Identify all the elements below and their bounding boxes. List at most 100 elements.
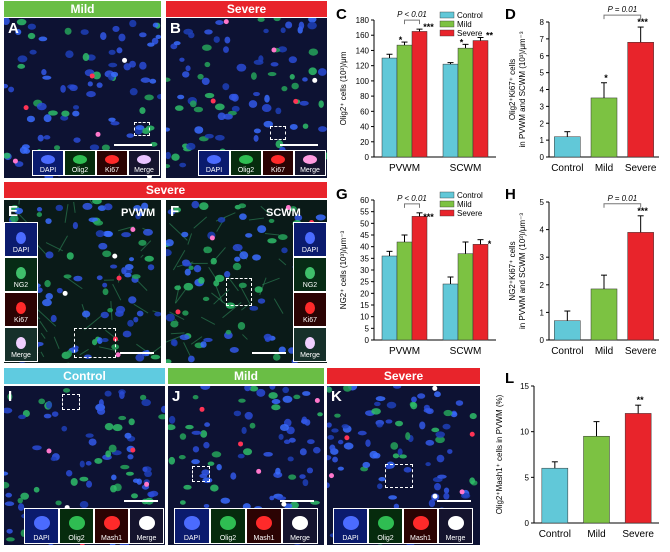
nucleus <box>275 468 280 475</box>
nucleus <box>18 498 23 504</box>
nucleus <box>256 389 265 397</box>
nucleus <box>190 100 197 107</box>
nucleus <box>223 46 229 53</box>
nucleus <box>435 431 445 437</box>
nucleus <box>185 425 193 429</box>
nucleus <box>358 431 367 436</box>
nucleus <box>129 20 136 27</box>
panel-letter-b: B <box>170 20 181 37</box>
y-tick-label: 35 <box>360 254 369 263</box>
inset-strip: DAPI Olig2 Mash1 Merge <box>333 508 473 544</box>
nucleus <box>186 143 195 150</box>
x-category-label: PVWM <box>389 346 420 357</box>
nucleus <box>56 205 64 211</box>
nucleus <box>370 451 378 459</box>
fiber <box>184 342 191 356</box>
nucleus <box>108 63 117 68</box>
nucleus <box>107 308 113 312</box>
p-bracket <box>604 204 641 208</box>
nucleus <box>318 126 327 132</box>
scale-bar <box>437 500 471 502</box>
nucleus <box>215 135 225 141</box>
nucleus <box>343 386 352 392</box>
nucleus <box>317 412 323 416</box>
nucleus <box>6 529 12 534</box>
nucleus <box>229 94 237 101</box>
nucleus <box>301 419 308 424</box>
nucleus <box>221 498 231 504</box>
fiber <box>173 250 184 270</box>
nucleus <box>181 232 188 238</box>
x-category-label: Severe <box>625 346 657 357</box>
legend-label: Control <box>457 11 483 20</box>
nucleus <box>110 485 117 492</box>
nucleus <box>98 243 107 250</box>
nucleus <box>210 485 219 492</box>
nucleus <box>64 274 72 278</box>
marker-cell <box>271 48 276 53</box>
inset-mash1: Mash1 <box>94 508 129 544</box>
nucleus <box>4 408 12 414</box>
y-axis-label: Olig2⁺ cells (10³)/μm <box>339 51 348 125</box>
nucleus <box>238 322 245 330</box>
inset-olig2: Olig2 <box>210 508 246 544</box>
fiber <box>113 284 121 300</box>
nucleus <box>218 217 226 223</box>
nucleus <box>28 33 35 39</box>
nucleus <box>126 472 134 476</box>
marker-cell <box>460 489 465 494</box>
nucleus <box>244 386 251 391</box>
nucleus <box>191 459 200 464</box>
fiber <box>188 233 192 244</box>
nucleus <box>279 434 284 440</box>
nucleus <box>138 240 146 246</box>
nucleus <box>303 479 309 486</box>
nucleus <box>166 152 171 159</box>
significance-mark: * <box>488 239 492 249</box>
nucleus <box>147 492 153 497</box>
nucleus <box>18 415 26 419</box>
nucleus <box>200 430 207 438</box>
nucleus <box>92 200 102 204</box>
marker-cell <box>200 407 205 412</box>
y-tick-label: 2 <box>540 281 545 290</box>
x-category-label: SCWM <box>450 346 482 357</box>
legend-label: Mild <box>457 200 472 209</box>
scale-bar <box>120 352 154 354</box>
y-tick-label: 80 <box>360 92 369 101</box>
nucleus <box>425 462 430 466</box>
nucleus <box>119 391 125 399</box>
nucleus <box>250 423 256 429</box>
nucleus <box>443 410 452 416</box>
nucleus <box>316 214 326 220</box>
p-value-label: P < 0.01 <box>397 194 427 203</box>
nucleus <box>80 461 85 468</box>
nucleus <box>116 306 125 314</box>
nucleus <box>129 61 136 68</box>
nucleus <box>205 62 211 67</box>
nucleus <box>166 78 171 82</box>
nucleus <box>331 428 338 432</box>
nucleus <box>157 94 161 99</box>
marker-cell <box>130 448 135 453</box>
nucleus <box>236 64 246 72</box>
nucleus <box>81 29 89 35</box>
nucleus <box>264 95 270 103</box>
nucleus <box>60 85 66 93</box>
p-bracket <box>405 204 420 208</box>
bar-control <box>382 58 397 157</box>
nucleus <box>141 77 151 82</box>
bar-severe <box>625 413 651 523</box>
nucleus <box>218 113 226 121</box>
nucleus <box>424 408 432 413</box>
region-label-pvwm: PVWM <box>121 207 155 219</box>
bar-mild <box>458 254 473 340</box>
nucleus <box>183 485 191 490</box>
nucleus <box>374 402 381 406</box>
nucleus <box>257 225 266 233</box>
significance-mark: *** <box>423 22 434 32</box>
nucleus <box>387 402 396 409</box>
y-tick-label: 45 <box>360 231 369 240</box>
nucleus <box>44 280 50 287</box>
